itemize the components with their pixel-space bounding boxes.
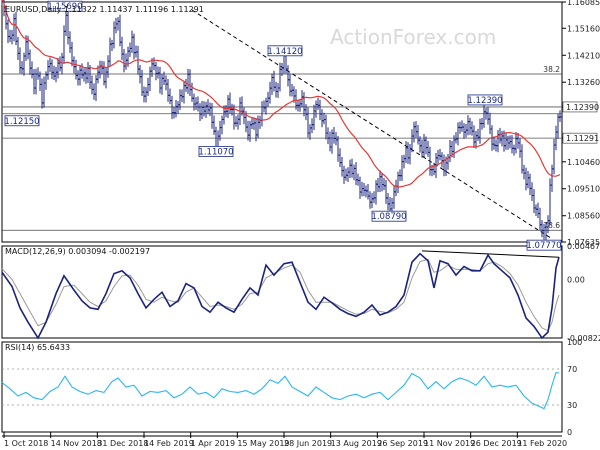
price-tag-label: 1.11291 — [566, 134, 599, 143]
grid-layer — [1, 1, 563, 437]
rsi-panel — [1, 368, 562, 410]
price-annotation-box — [198, 146, 234, 157]
price-y-label: 1.10460 — [567, 158, 600, 167]
price-y-label: 1.15160 — [567, 24, 600, 33]
price-annotation: 1.15690 — [47, 2, 82, 12]
price-annotation: 1.08790 — [371, 212, 406, 222]
price-annotation-box — [47, 0, 83, 12]
rsi-y-label: 0 — [567, 428, 572, 437]
macd-line — [1, 252, 560, 340]
price-y-label: 1.08560 — [567, 212, 600, 221]
price-panel: 38.2 78.6 1.15690 1.14120 1.12150 1.11070 1.12… — [1, 0, 562, 251]
panel-frame — [1, 1, 563, 243]
panel-frame — [1, 341, 563, 433]
downtrend-line — [191, 9, 553, 240]
macd-y-label: 0.004675 — [567, 242, 600, 251]
x-tick-label: 26 Dec 2019 — [471, 439, 522, 448]
x-tick-label: 13 Aug 2019 — [331, 439, 382, 448]
x-tick-label: 31 Dec 2018 — [97, 439, 148, 448]
price-annotation-box — [267, 45, 303, 57]
price-annotation: 1.11070 — [198, 147, 233, 157]
price-y-label: 1.14210 — [567, 51, 600, 60]
x-tick-label: 1 Apr 2019 — [191, 439, 235, 448]
price-annotation-box — [526, 239, 562, 251]
fib-label: 38.2 — [543, 65, 560, 74]
rsi-y-label: 70 — [567, 365, 577, 374]
price-y-label: 1.07635 — [567, 238, 600, 247]
price-annotation-box — [4, 115, 40, 127]
price-tag — [562, 101, 598, 113]
macd-y-label: -0.008221 — [567, 334, 600, 343]
x-tick-label: 11 Feb 2020 — [517, 439, 567, 448]
fib-label: 78.6 — [543, 221, 560, 230]
price-annotation: 1.12390 — [467, 96, 502, 106]
price-y-label: 1.09510 — [567, 185, 600, 194]
price-annotation-box — [371, 210, 407, 222]
price-annotation-box — [467, 94, 503, 106]
x-tick-label: 14 Nov 2018 — [51, 439, 102, 448]
x-tick-label: 1 Oct 2018 — [4, 439, 48, 448]
rsi-line — [1, 371, 560, 410]
price-tag — [562, 132, 598, 144]
x-tick-label: 26 Sep 2019 — [377, 439, 428, 448]
rsi-y-label: 100 — [567, 338, 582, 347]
watermark: ActionForex.com — [330, 25, 496, 49]
rsi-header: RSI(14) 65.6433 — [5, 343, 70, 352]
price-tag-label: 1.12390 — [566, 103, 599, 112]
price-annotation: 1.12150 — [4, 117, 39, 127]
x-tick-label: 11 Nov 2019 — [424, 439, 475, 448]
macd-y-label: 0.00 — [567, 275, 585, 284]
macd-header: MACD(12,26,9) 0.003094 -0.002197 — [5, 247, 150, 256]
x-tick-label: 28 Jun 2019 — [284, 439, 332, 448]
macd-panel — [1, 250, 560, 340]
price-y-label: 1.16085 — [567, 0, 600, 7]
price-y-label: 1.13260 — [567, 78, 600, 87]
panel-frame — [1, 245, 563, 339]
x-tick-label: 15 May 2019 — [237, 439, 289, 448]
price-header: EURUSD,Daily 1.11322 1.11437 1.11196 1.1… — [5, 5, 204, 14]
price-annotation: 1.07770 — [526, 241, 561, 251]
price-annotation: 1.14120 — [267, 47, 302, 57]
macd-trendline — [421, 250, 560, 258]
rsi-y-label: 30 — [567, 401, 577, 410]
moving-average-line — [1, 0, 561, 188]
x-tick-label: 14 Feb 2019 — [144, 439, 194, 448]
